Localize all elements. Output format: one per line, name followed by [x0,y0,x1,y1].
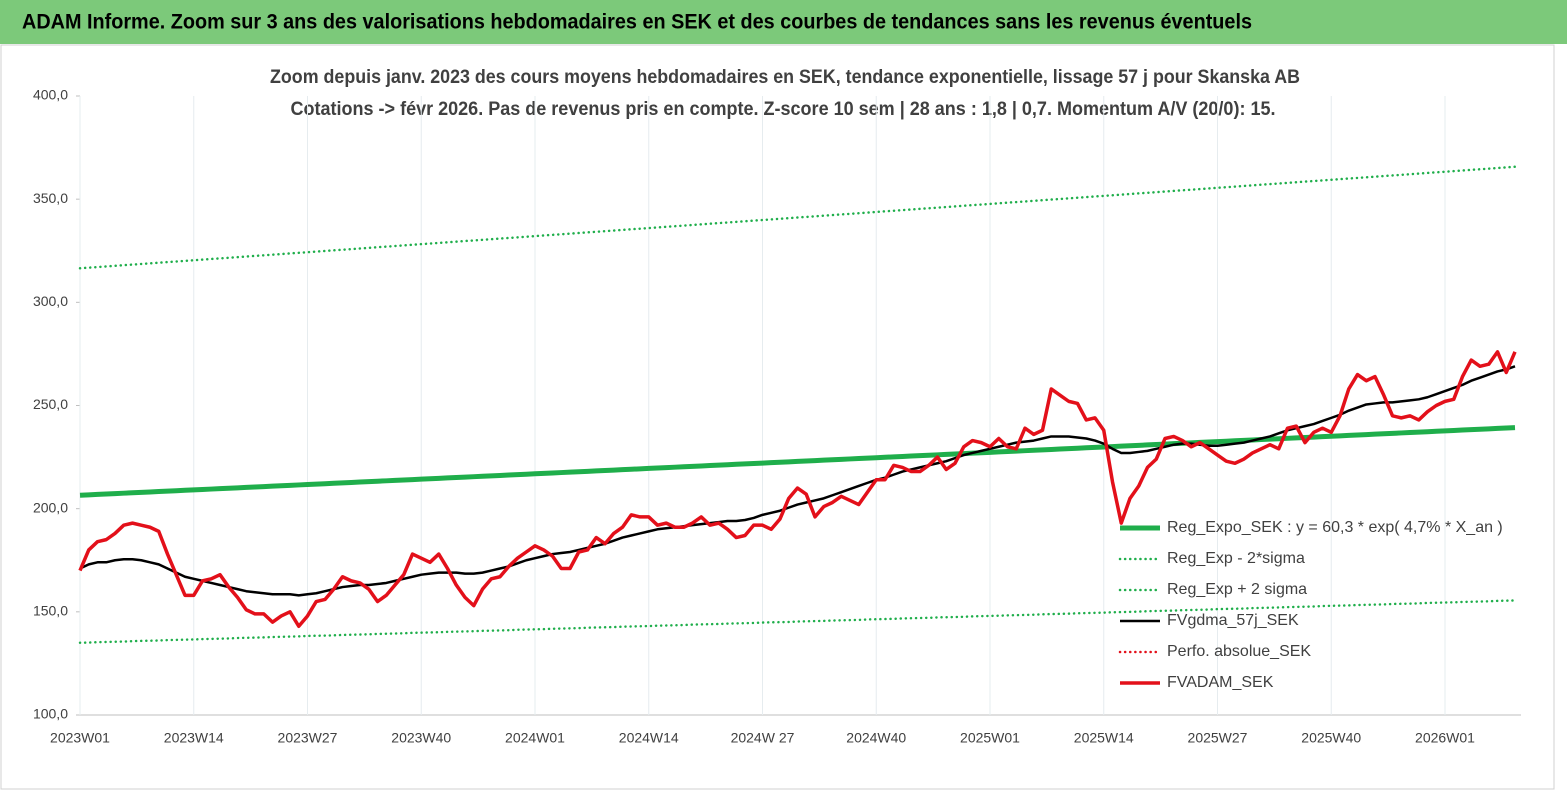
y-tick-label: 100,0 [33,706,68,722]
series-line [78,165,1517,270]
y-tick-label: 300,0 [33,293,68,309]
x-tick-label: 2024W14 [619,730,679,746]
series-line [78,599,1517,645]
series-line [78,350,1517,629]
y-tick-label: 150,0 [33,603,68,619]
y-tick-label: 250,0 [33,396,68,412]
banner [0,0,1567,44]
y-tick-label: 400,0 [33,87,68,103]
banner-title: ADAM Informe. Zoom sur 3 ans des valoris… [22,11,1252,34]
y-tick-label: 200,0 [33,499,68,515]
series-line [79,365,1516,597]
y-tick-label: 350,0 [33,190,68,206]
legend-label: Reg_Exp + 2 sigma [1167,581,1307,598]
x-tick-label: 2024W 27 [731,730,795,746]
chart-frame [0,44,1555,790]
series-line [79,425,1516,498]
x-tick-label: 2025W01 [960,730,1020,746]
legend-label: FVgdma_57j_SEK [1167,612,1299,629]
x-tick-label: 2025W27 [1188,730,1248,746]
legend-label: Reg_Exp - 2*sigma [1167,550,1305,567]
x-tick-label: 2023W14 [164,730,224,746]
x-tick-label: 2024W40 [846,730,906,746]
legend-label: FVADAM_SEK [1167,674,1274,691]
x-tick-label: 2026W01 [1415,730,1475,746]
chart-title: Zoom depuis janv. 2023 des cours moyens … [270,67,1300,88]
x-tick-label: 2023W27 [278,730,338,746]
x-tick-label: 2025W14 [1074,730,1134,746]
chart-subtitle: Cotations -> févr 2026. Pas de revenus p… [291,99,1276,120]
x-tick-label: 2025W40 [1301,730,1361,746]
x-tick-label: 2023W40 [391,730,451,746]
legend-label: Perfo. absolue_SEK [1167,643,1311,660]
x-tick-label: 2024W01 [505,730,565,746]
legend-label: Reg_Expo_SEK : y = 60,3 * exp( 4,7% * X_… [1167,519,1503,536]
x-tick-label: 2023W01 [50,730,110,746]
